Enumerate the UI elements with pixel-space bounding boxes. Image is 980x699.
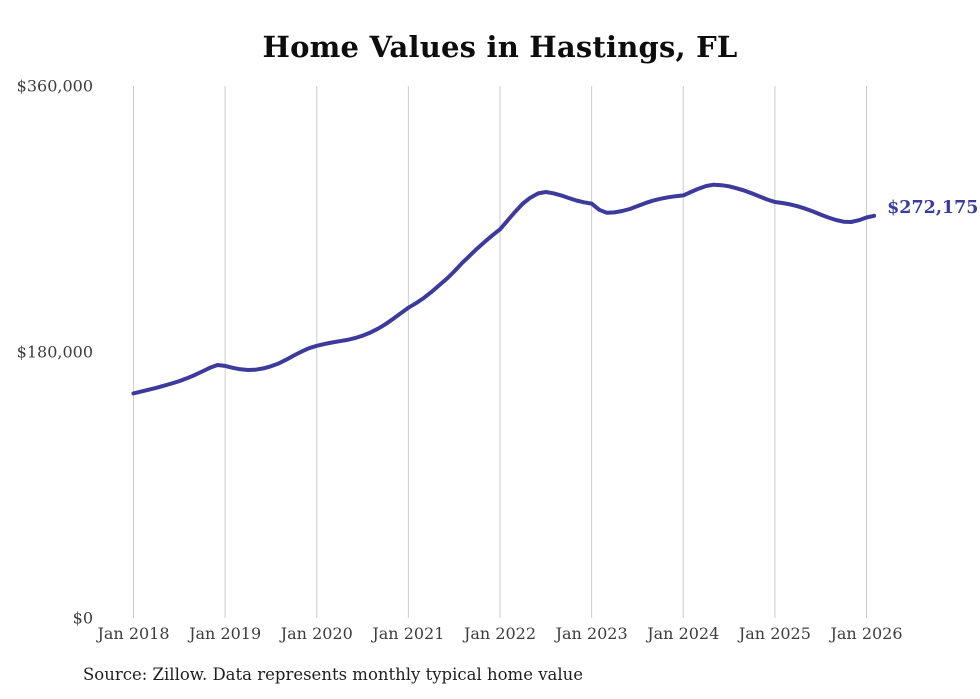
x-axis-tick-label: Jan 2023 (555, 624, 628, 643)
x-axis-tick-label: Jan 2018 (97, 624, 170, 643)
source-note: Source: Zillow. Data represents monthly … (83, 665, 584, 684)
chart-title: Home Values in Hastings, FL (262, 30, 738, 64)
home-value-line (131, 182, 877, 396)
y-axis-tick-label: $0 (72, 608, 93, 628)
x-axis-tick-label: Jan 2025 (738, 624, 811, 643)
x-axis-tick-label: Jan 2026 (830, 624, 903, 643)
latest-value-label: $272,175 (887, 197, 979, 218)
x-axis-tick-label: Jan 2024 (647, 624, 720, 643)
y-axis-tick-label: $360,000 (16, 76, 93, 96)
x-axis-tick-label: Jan 2019 (189, 624, 262, 643)
y-axis-tick-label: $180,000 (16, 342, 93, 362)
x-axis-tick-label: Jan 2020 (280, 624, 353, 643)
x-axis-tick-label: Jan 2022 (463, 624, 537, 643)
x-axis-tick-label: Jan 2021 (372, 624, 445, 643)
